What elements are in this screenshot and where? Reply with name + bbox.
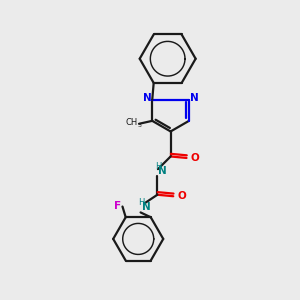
Text: O: O xyxy=(178,191,187,201)
Text: N: N xyxy=(190,93,199,103)
Text: F: F xyxy=(114,201,121,211)
Text: N: N xyxy=(158,166,167,176)
Text: CH: CH xyxy=(125,118,138,127)
Text: 3: 3 xyxy=(138,123,142,128)
Text: N: N xyxy=(142,202,151,212)
Text: H: H xyxy=(139,198,145,207)
Text: O: O xyxy=(191,153,200,163)
Text: H: H xyxy=(155,162,161,171)
Text: N: N xyxy=(142,93,151,103)
